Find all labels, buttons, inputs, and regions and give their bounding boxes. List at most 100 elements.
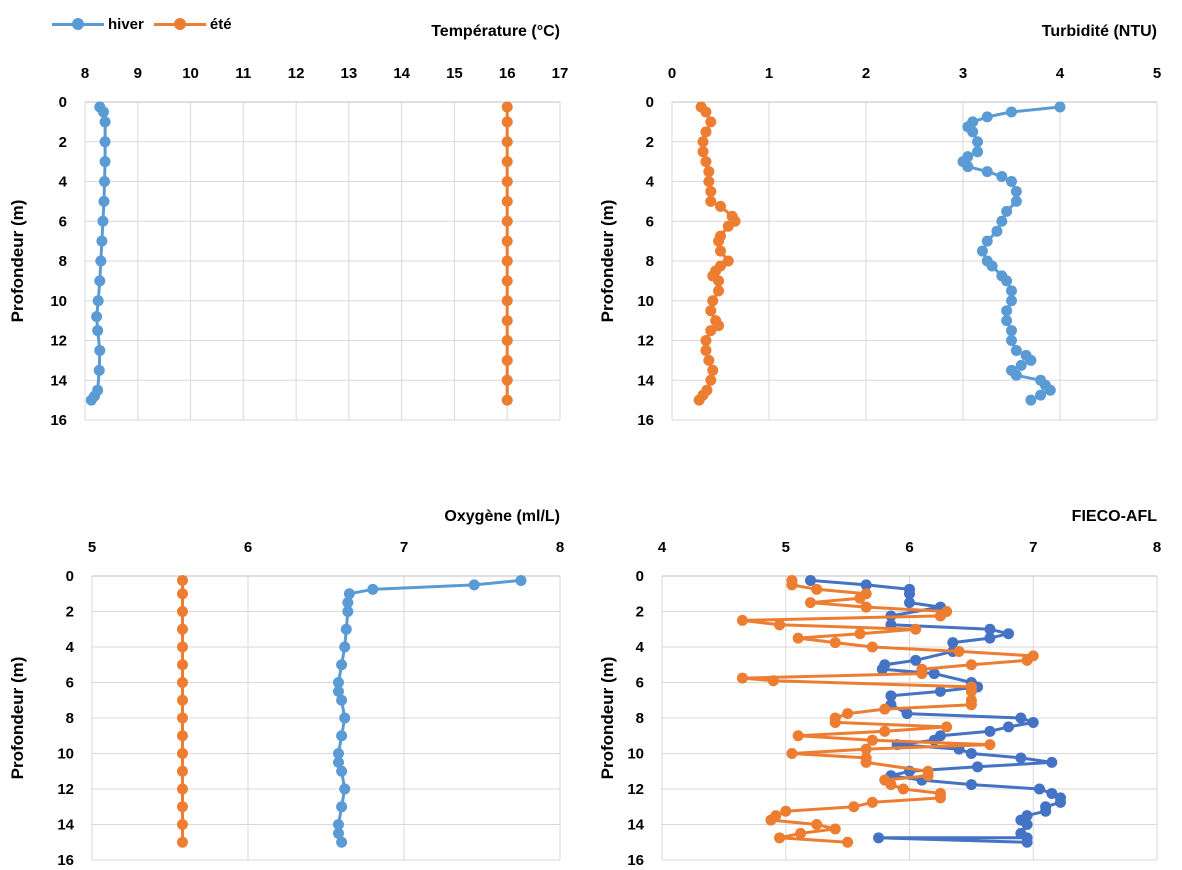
series-line-hiver (90, 106, 107, 402)
legend-swatch-hiver (52, 18, 104, 30)
data-point-hiver (1006, 325, 1017, 337)
data-point-ete (501, 235, 513, 247)
series-line-ete (740, 580, 1035, 844)
data-point-ete (860, 756, 872, 768)
y-tick-label: 10 (57, 746, 74, 763)
data-point-hiver (1033, 783, 1045, 795)
data-point-ete (848, 801, 860, 813)
data-point-ete (707, 295, 719, 307)
data-point-hiver (876, 663, 888, 675)
data-point-ete (879, 725, 891, 737)
data-point-ete (700, 156, 712, 168)
data-point-ete (854, 628, 866, 640)
data-point-hiver (965, 779, 977, 791)
data-point-hiver (996, 215, 1008, 227)
data-point-hiver (94, 344, 106, 356)
series-line-hiver (337, 578, 522, 843)
data-point-hiver (1025, 394, 1037, 406)
y-tick-label: 6 (646, 213, 654, 230)
y-tick-label: 2 (636, 604, 644, 621)
data-point-ete (501, 116, 513, 128)
data-point-hiver (1027, 716, 1039, 728)
chart-oxygene: 5 6 7 8 0 2 4 6 8 10 12 14 16 Oxygène (ml/L) Profondeu… (8, 508, 564, 869)
y-tick-label: 8 (66, 710, 74, 727)
data-point-hiver (984, 725, 996, 737)
data-point-hiver (336, 659, 348, 671)
data-point-hiver (94, 275, 106, 287)
y-axis-label: Profondeur (m) (8, 657, 27, 780)
data-point-hiver (981, 235, 993, 247)
data-point-hiver (947, 637, 959, 649)
y-tick-label: 4 (646, 174, 655, 191)
y-tick-label: 4 (59, 174, 68, 191)
data-point-ete (910, 623, 922, 635)
data-point-hiver (972, 136, 984, 148)
data-point-ete (501, 275, 513, 287)
x-tick-label: 6 (244, 539, 252, 556)
data-point-ete (786, 579, 798, 591)
x-tick-label: 8 (556, 539, 564, 556)
data-point-ete (700, 335, 712, 346)
chart-fieco-afl: 4 5 6 7 8 0 2 4 6 8 10 12 14 16 FIECO-AFL Profondeur (m… (598, 508, 1161, 869)
data-point-ete (176, 819, 188, 830)
x-tick-label: 4 (1056, 65, 1065, 82)
y-axis-label: Profondeur (m) (598, 200, 617, 323)
data-point-ete (866, 796, 878, 808)
x-tick-label: 7 (1029, 539, 1037, 556)
data-point-hiver (1015, 712, 1027, 724)
x-tick-label: 4 (658, 539, 667, 556)
data-point-hiver (904, 588, 915, 600)
data-point-hiver (97, 106, 109, 118)
data-point-hiver (97, 215, 109, 227)
data-point-hiver (1010, 369, 1022, 381)
data-point-ete (501, 354, 513, 366)
data-point-ete (705, 185, 717, 197)
data-point-hiver (92, 325, 104, 337)
data-point-hiver (336, 801, 348, 813)
data-point-hiver (981, 111, 993, 123)
x-tick-label: 17 (552, 65, 569, 82)
x-tick-label: 5 (1153, 65, 1161, 82)
data-point-ete (176, 748, 188, 759)
data-point-hiver (99, 136, 111, 148)
data-point-hiver (336, 836, 348, 848)
y-tick-label: 10 (627, 746, 644, 763)
data-point-hiver (515, 574, 527, 586)
data-point-ete (176, 801, 188, 813)
data-point-ete (829, 637, 841, 649)
data-point-hiver (367, 583, 379, 595)
data-point-ete (501, 295, 513, 307)
x-tick-label: 16 (499, 65, 516, 82)
data-point-ete (705, 325, 717, 337)
data-point-hiver (468, 579, 480, 591)
y-tick-label: 16 (637, 412, 654, 429)
data-point-hiver (860, 579, 872, 591)
data-point-ete (842, 708, 854, 720)
data-point-ete (176, 730, 188, 742)
data-point-hiver (99, 176, 111, 187)
data-point-ete (176, 659, 188, 671)
data-point-ete (965, 699, 977, 711)
x-tick-label: 9 (134, 65, 142, 82)
data-point-hiver (904, 597, 915, 609)
data-point-ete (176, 606, 188, 617)
data-point-hiver (1035, 389, 1047, 401)
y-tick-label: 8 (646, 253, 654, 270)
data-point-hiver (1040, 805, 1052, 817)
data-point-hiver (336, 730, 348, 742)
x-tick-label: 0 (668, 65, 676, 82)
x-tick-label: 8 (1153, 539, 1161, 556)
data-point-hiver (99, 156, 111, 168)
data-point-hiver (972, 146, 984, 158)
data-point-ete (703, 166, 715, 178)
y-tick-label: 14 (637, 372, 654, 389)
data-point-ete (501, 315, 513, 327)
data-point-ete (707, 364, 719, 376)
data-point-ete (176, 765, 188, 777)
data-point-hiver (336, 765, 348, 777)
data-point-ete (176, 783, 188, 795)
data-point-hiver (1010, 195, 1022, 207)
data-point-hiver (93, 364, 105, 376)
data-point-hiver (972, 761, 984, 773)
